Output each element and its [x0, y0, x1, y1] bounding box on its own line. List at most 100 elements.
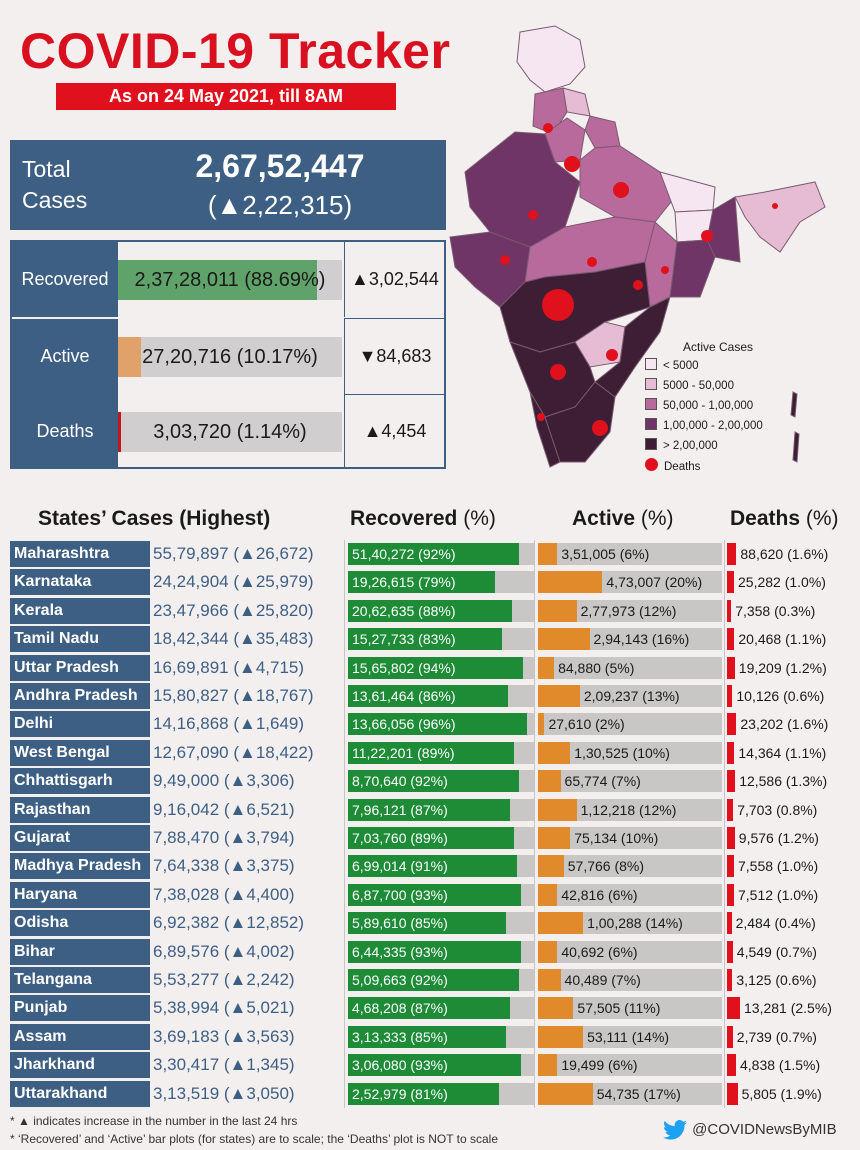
summary-delta: ▼84,683 [344, 319, 445, 394]
deaths-value: 10,126 (0.6%) [736, 688, 825, 704]
deaths-value: 13,281 (2.5%) [744, 1000, 832, 1017]
active-value: 65,774 (7%) [564, 773, 641, 790]
state-name: Jharkhand [10, 1052, 150, 1079]
active-value: 40,489 (7%) [564, 972, 641, 988]
active-bar-track: 57,766 (8%) [538, 855, 722, 878]
table-row: Andhra Pradesh 15,80,827 (▲18,767) 13,61,4… [10, 682, 848, 710]
active-value: 27,610 (2%) [548, 716, 625, 733]
state-name: Delhi [10, 711, 150, 738]
footnote: * ▲ indicates increase in the number in … [10, 1114, 298, 1128]
recovered-bar [348, 599, 512, 622]
map-region-up [579, 145, 676, 223]
deaths-value: 14,364 (1.1%) [738, 744, 827, 761]
active-value: 3,51,005 (6%) [561, 546, 650, 562]
total-cases-panel: Total Cases 2,67,52,447 (▲2,22,315) [10, 140, 446, 230]
recovered-bar [348, 798, 510, 821]
recovered-value: 3,06,080 (93%) [352, 1057, 448, 1074]
recovered-value: 6,99,014 (91%) [352, 858, 448, 875]
state-name: Assam [10, 1023, 150, 1050]
active-value: 54,735 (17%) [596, 1085, 681, 1102]
column-header-pct: (%) [640, 507, 674, 530]
active-value: 19,499 (6%) [561, 1057, 638, 1074]
divider [344, 394, 444, 395]
active-bar-track: 1,12,218 (12%) [538, 798, 722, 821]
state-cases: 23,47,966 (▲25,820) [153, 600, 314, 620]
active-bar [538, 770, 561, 793]
map-legend-title: Active Cases [683, 340, 754, 354]
state-cases: 6,92,382 (▲12,852) [153, 913, 305, 933]
death-bubble [587, 257, 597, 267]
active-bar [538, 1025, 584, 1048]
active-value: 1,30,525 (10%) [574, 744, 670, 761]
recovered-value: 11,22,201 (89%) [352, 744, 455, 761]
recovered-bar-track: 6,99,014 (91%) [348, 855, 534, 878]
active-bar-track: 4,73,007 (20%) [538, 571, 722, 594]
twitter-bird-icon [663, 1120, 687, 1140]
state-name: Punjab [10, 995, 150, 1022]
table-row: Jharkhand 3,30,417 (▲1,345) 3,06,080 (93%)… [10, 1051, 848, 1079]
recovered-bar-track: 3,06,080 (93%) [348, 1054, 534, 1077]
column-header-label: Deaths [730, 507, 801, 530]
recovered-value: 51,40,272 (92%) [352, 546, 456, 562]
active-bar [538, 571, 603, 594]
recovered-value: 6,44,335 (93%) [352, 943, 448, 960]
legend-label: 1,00,000 - 2,00,000 [663, 420, 763, 432]
recovered-bar [348, 1054, 521, 1077]
state-name: Haryana [10, 881, 150, 908]
map-region-uttarakhand [584, 115, 621, 149]
table-row: Telangana 5,53,277 (▲2,242) 5,09,663 (92%)… [10, 966, 848, 994]
india-map: Active Cases < 5000 5000 - 50,000 50,000… [445, 22, 855, 492]
active-bar-track: 1,30,525 (10%) [538, 741, 722, 764]
deaths-bar [727, 628, 735, 651]
legend-label: Deaths [664, 461, 701, 473]
divider [724, 540, 725, 1108]
recovered-bar-track: 7,96,121 (87%) [348, 798, 534, 821]
recovered-bar-track: 51,40,272 (92%) [348, 543, 534, 565]
state-cases: 7,64,338 (▲3,375) [153, 856, 295, 876]
summary-bar-track: 2,37,28,011 (88.69%) [118, 260, 342, 300]
active-value: 2,09,237 (13%) [583, 688, 680, 704]
summary-value: 2,37,28,011 (88.69%) [134, 269, 326, 291]
active-value: 4,73,007 (20%) [606, 574, 703, 591]
map-region-rajasthan [464, 131, 581, 248]
table-row: Odisha 6,92,382 (▲12,852) 5,89,610 (85%) 1,… [10, 909, 848, 937]
active-bar [538, 628, 590, 651]
active-value: 1,12,218 (12%) [580, 801, 677, 818]
deaths-value: 2,739 (0.7%) [736, 1028, 817, 1045]
state-name: Andhra Pradesh [10, 683, 150, 709]
recovered-bar-track: 7,03,760 (89%) [348, 827, 534, 849]
recovered-value: 15,27,733 (83%) [352, 631, 456, 648]
legend-swatch [645, 418, 657, 430]
active-value: 1,00,288 (14%) [587, 915, 683, 932]
summary-row-recovered: Recovered 2,37,28,011 (88.69%) ▲3,02,544 [12, 242, 444, 317]
active-value: 57,766 (8%) [567, 858, 645, 875]
recovered-bar-track: 2,52,979 (81%) [348, 1082, 534, 1105]
total-cases-label: Total Cases [22, 156, 88, 213]
legend-label: 50,000 - 1,00,000 [663, 400, 754, 412]
india-map-graphic [449, 25, 826, 468]
recovered-bar [348, 656, 523, 679]
state-cases: 15,80,827 (▲18,767) [153, 686, 314, 705]
deaths-value: 19,209 (1.2%) [738, 659, 827, 676]
table-row: Punjab 5,38,994 (▲5,021) 4,68,208 (87%) 57,… [10, 994, 848, 1022]
active-bar [538, 997, 574, 1020]
summary-row-deaths: Deaths 3,03,720 (1.14%) ▲4,454 [12, 394, 444, 469]
active-bar-track: 40,692 (6%) [538, 940, 722, 963]
summary-bar-track: 3,03,720 (1.14%) [118, 412, 342, 452]
recovered-bar [348, 883, 521, 906]
active-bar-track: 53,111 (14%) [538, 1025, 722, 1048]
death-bubble [543, 123, 553, 133]
active-bar [538, 798, 577, 821]
deaths-value: 4,838 (1.5%) [740, 1057, 821, 1074]
active-value: 40,692 (6%) [561, 943, 638, 960]
deaths-value: 3,125 (0.6%) [736, 972, 817, 988]
table-row: Rajasthan 9,16,042 (▲6,521) 7,96,121 (87%)… [10, 796, 848, 824]
recovered-bar [348, 571, 495, 594]
twitter-handle[interactable]: @COVIDNewsByMIB [662, 1120, 837, 1144]
map-region-north [516, 25, 586, 93]
recovered-bar [348, 713, 527, 736]
deaths-value: 12,586 (1.3%) [739, 773, 828, 790]
active-bar [538, 741, 571, 764]
deaths-value: 9,576 (1.2%) [738, 830, 819, 846]
active-bar [538, 912, 584, 935]
